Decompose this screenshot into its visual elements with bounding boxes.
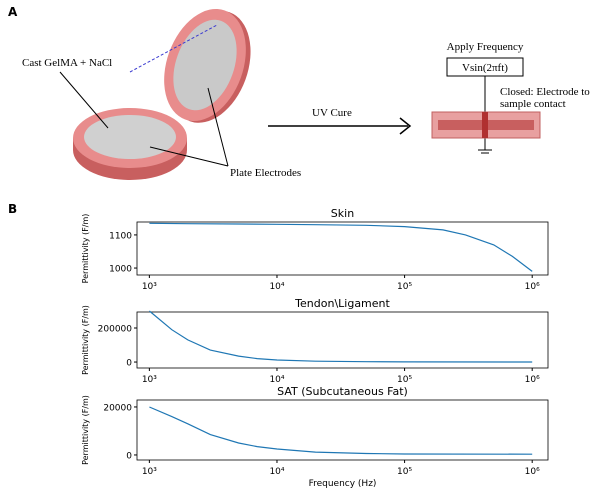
x-tick-label: 10⁶ xyxy=(525,467,540,477)
process-label: UV Cure xyxy=(312,107,352,119)
sample-label: Cast GelMA + NaCl xyxy=(22,57,112,69)
figure: A Cast GelMA + NaCl Plate Electrodes UV … xyxy=(0,0,592,489)
x-tick-label: 10⁴ xyxy=(269,282,284,292)
y-axis-label: Permittivity (F/m) xyxy=(81,395,90,465)
contact-label: sample contact xyxy=(500,98,566,110)
plot-frame xyxy=(137,222,548,275)
data-line xyxy=(149,407,532,454)
electrode-label: Plate Electrodes xyxy=(230,167,301,179)
chart-title: Tendon\Ligament xyxy=(294,297,390,310)
y-tick-label: 1100 xyxy=(109,231,132,241)
lying-electrode xyxy=(73,108,187,180)
y-tick-label: 0 xyxy=(126,451,132,461)
x-axis-label: Frequency (Hz) xyxy=(309,479,377,489)
x-tick-label: 10³ xyxy=(142,467,157,477)
x-tick-label: 10⁴ xyxy=(269,467,284,477)
x-tick-label: 10⁶ xyxy=(525,375,540,385)
x-tick-label: 10⁵ xyxy=(397,467,412,477)
contact-label: Closed: Electrode to xyxy=(500,86,590,98)
data-line xyxy=(149,223,532,271)
x-tick-label: 10⁴ xyxy=(269,375,284,385)
contact xyxy=(482,112,488,138)
y-tick-label: 0 xyxy=(126,359,132,369)
upright-electrode xyxy=(149,0,265,134)
data-line xyxy=(149,311,532,362)
y-tick-label: 1000 xyxy=(109,265,132,275)
x-tick-label: 10⁵ xyxy=(397,375,412,385)
y-tick-label: 200000 xyxy=(98,325,133,335)
plot-frame xyxy=(137,312,548,368)
source-label: Apply Frequency xyxy=(447,41,524,53)
y-axis-label: Permittivity (F/m) xyxy=(81,214,90,284)
x-tick-label: 10³ xyxy=(142,282,157,292)
source-formula: Vsin(2πft) xyxy=(462,62,508,74)
panel-label: A xyxy=(8,5,18,19)
x-tick-label: 10³ xyxy=(142,375,157,385)
chart-title: SAT (Subcutaneous Fat) xyxy=(277,385,408,398)
plot-frame xyxy=(137,400,548,460)
y-tick-label: 20000 xyxy=(103,403,132,413)
x-tick-label: 10⁵ xyxy=(397,282,412,292)
chart-title: Skin xyxy=(331,207,354,220)
x-tick-label: 10⁶ xyxy=(525,282,540,292)
pointer xyxy=(60,72,108,128)
y-axis-label: Permittivity (F/m) xyxy=(81,305,90,375)
panel-label: B xyxy=(8,202,17,216)
